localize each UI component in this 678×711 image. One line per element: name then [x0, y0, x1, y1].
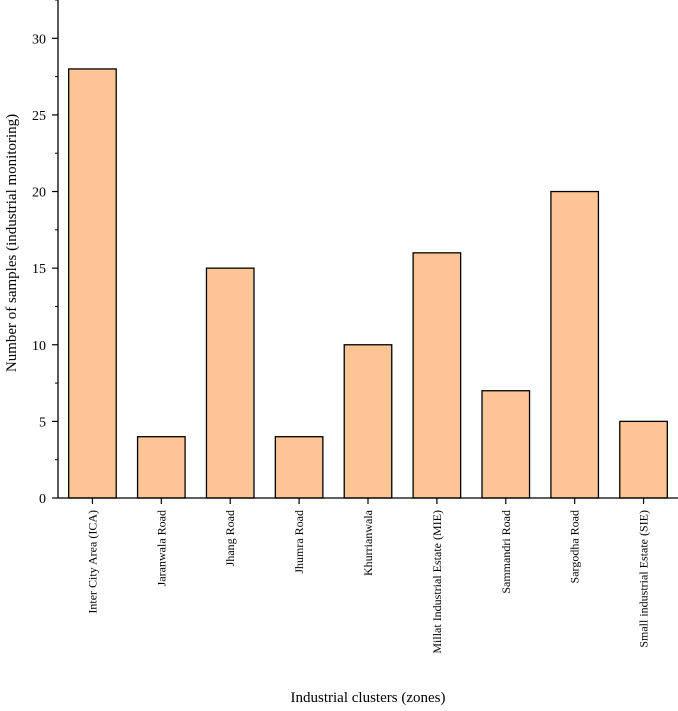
bar-5	[412, 252, 462, 499]
y-tick-label: 25	[32, 109, 46, 124]
y-tick-label: 15	[32, 262, 46, 277]
bar-3	[274, 436, 324, 499]
bar-4	[343, 344, 393, 499]
x-category-label: Sargodha Road	[568, 510, 582, 583]
x-category-label: Small industrial Estate (SIE)	[637, 510, 651, 648]
x-category-label: Inter City Area (ICA)	[85, 510, 99, 614]
y-tick-label: 5	[39, 415, 46, 430]
bars-group	[68, 68, 668, 499]
bar-0	[68, 68, 117, 499]
y-axis: 0 5 10 15 20 25 30	[32, 0, 59, 507]
x-category-label: Jaranwala Road	[154, 510, 168, 586]
y-tick-label: 0	[39, 492, 46, 507]
x-category-label: Khurrianwala	[361, 509, 375, 576]
x-category-label: Jhang Road	[223, 510, 237, 566]
x-category-label: Sammandri Road	[499, 510, 513, 594]
y-tick-label: 10	[32, 339, 46, 354]
x-category-label: Jhumra Road	[292, 510, 306, 574]
bar-6	[481, 390, 531, 499]
bar-8	[619, 420, 668, 499]
y-axis-title: Number of samples (industrial monitoring…	[4, 114, 20, 372]
y-tick-label: 30	[32, 32, 46, 47]
bar-2	[205, 267, 255, 499]
bar-7	[550, 190, 600, 499]
x-category-label: Millat Industrial Estate (MIE)	[430, 510, 444, 654]
bar-1	[136, 436, 186, 499]
y-tick-label: 20	[32, 186, 46, 201]
x-axis-title: Industrial clusters (zones)	[291, 690, 446, 706]
x-axis: Inter City Area (ICA) Jaranwala Road Jhang…	[58, 497, 678, 654]
